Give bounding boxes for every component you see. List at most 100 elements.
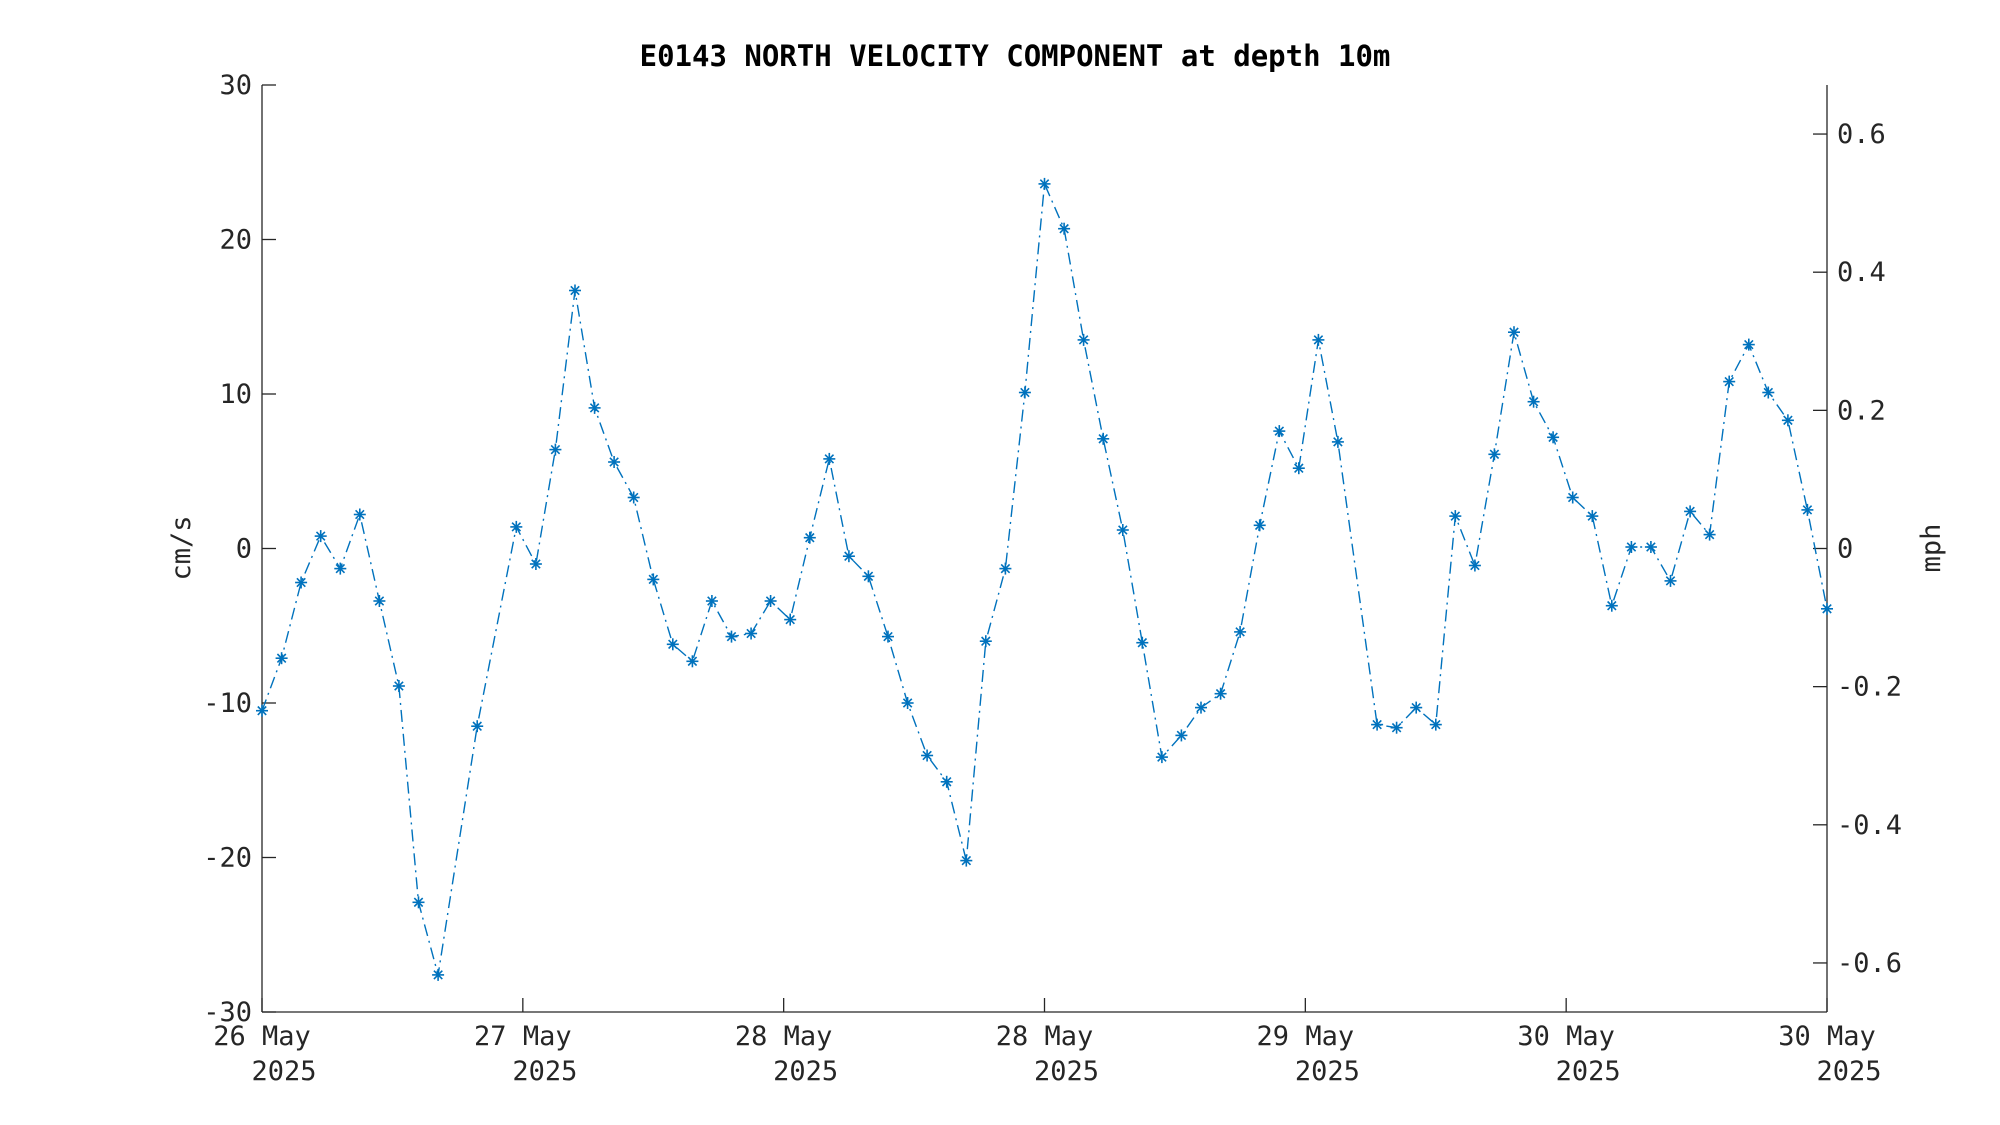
left-y-ticks: 30 20 10 0 -10 -20 -30 — [203, 70, 276, 1028]
data-point — [1547, 431, 1560, 444]
data-point — [842, 550, 855, 563]
data-point — [529, 558, 542, 570]
data-point — [412, 896, 425, 909]
left-y-tick-label: -10 — [203, 688, 252, 719]
data-point — [1116, 524, 1129, 536]
data-point — [1742, 338, 1755, 351]
right-y-tick-label: 0.4 — [1837, 257, 1886, 288]
data-point — [1821, 602, 1833, 615]
data-point — [725, 630, 738, 643]
data-point — [353, 508, 366, 521]
data-point — [1018, 386, 1031, 399]
data-point — [940, 775, 953, 788]
data-point — [1155, 751, 1168, 764]
x-tick-label-date: 30 May — [1778, 1021, 1876, 1052]
x-tick-label-date: 30 May — [1517, 1021, 1615, 1052]
data-point — [608, 456, 621, 468]
data-point — [705, 595, 718, 607]
left-y-tick-label: 30 — [219, 70, 252, 101]
data-point — [823, 452, 836, 465]
right-y-tick-label: 0.2 — [1837, 395, 1886, 426]
data-point — [295, 576, 308, 589]
right-y-tick-label: 0.6 — [1837, 119, 1886, 150]
data-point — [1781, 414, 1794, 427]
x-tick-label-date: 26 May — [213, 1021, 311, 1052]
data-point — [1762, 386, 1775, 399]
x-ticks: 26 May 2025 27 May 2025 28 May 2025 28 May 2025… — [213, 998, 1882, 1087]
series-north-velocity — [256, 177, 1833, 981]
chart-title: E0143 NORTH VELOCITY COMPONENT at depth … — [640, 39, 1391, 73]
data-point — [960, 854, 973, 867]
data-point — [1195, 701, 1207, 714]
data-point — [510, 520, 523, 533]
data-point — [1097, 432, 1110, 445]
series-line — [261, 181, 1828, 976]
data-point — [1488, 448, 1501, 461]
data-point — [921, 749, 934, 762]
left-y-tick-label: 0 — [236, 534, 252, 565]
x-tick-label-year: 2025 — [1556, 1056, 1621, 1087]
data-point — [1273, 425, 1286, 438]
data-point — [862, 570, 875, 583]
data-point — [392, 680, 405, 692]
data-point — [588, 401, 601, 414]
left-y-tick-label: -30 — [203, 997, 252, 1028]
data-point — [686, 655, 699, 668]
data-point — [432, 968, 445, 981]
x-tick-label-year: 2025 — [773, 1056, 838, 1087]
data-point — [666, 638, 679, 651]
data-point — [647, 573, 660, 586]
data-point — [1038, 177, 1051, 190]
plot-axes — [261, 85, 1828, 1013]
data-point — [334, 562, 347, 575]
x-tick-label-year: 2025 — [1295, 1056, 1360, 1087]
left-y-tick-label: -20 — [203, 843, 252, 874]
data-point — [882, 630, 894, 643]
x-tick-label-date: 27 May — [474, 1021, 572, 1052]
data-point — [1253, 519, 1266, 532]
data-point — [569, 284, 581, 297]
data-point — [999, 562, 1012, 575]
data-point — [1644, 541, 1657, 553]
data-point — [1058, 222, 1071, 235]
data-point — [275, 652, 288, 665]
data-point — [1175, 729, 1188, 742]
data-point — [1664, 574, 1677, 587]
left-y-tick-label: 10 — [219, 379, 252, 410]
data-point — [1077, 333, 1090, 346]
left-y-tick-label: 20 — [219, 225, 252, 256]
data-point — [1429, 718, 1442, 731]
data-point — [1390, 721, 1403, 734]
data-point — [1468, 559, 1481, 572]
data-point — [1508, 326, 1520, 339]
data-point — [784, 613, 797, 626]
data-point — [1566, 491, 1579, 504]
x-tick-label-year: 2025 — [512, 1056, 577, 1087]
data-point — [1723, 375, 1736, 388]
data-point — [1801, 503, 1814, 516]
data-point — [803, 531, 816, 544]
data-point — [1684, 505, 1697, 518]
data-point — [764, 595, 777, 607]
x-tick-label-year: 2025 — [1816, 1056, 1881, 1087]
data-point — [627, 491, 640, 504]
right-y-ticks: 0.6 0.4 0.2 0 -0.2 -0.4 -0.6 — [1813, 119, 1902, 979]
data-point — [1214, 687, 1227, 700]
data-point — [471, 720, 484, 733]
data-point — [979, 635, 992, 648]
data-point — [1625, 541, 1638, 553]
right-y-tick-label: 0 — [1837, 534, 1853, 565]
data-point — [1136, 636, 1149, 649]
data-point — [314, 530, 327, 543]
data-point — [549, 443, 562, 456]
x-tick-label-date: 28 May — [996, 1021, 1094, 1052]
data-point — [256, 704, 268, 717]
right-y-tick-label: -0.4 — [1837, 810, 1902, 841]
data-point — [1312, 333, 1325, 346]
x-tick-label-year: 2025 — [251, 1056, 316, 1087]
data-point — [1234, 625, 1247, 638]
right-y-axis-label: mph — [1916, 524, 1947, 573]
data-point — [901, 697, 914, 709]
x-tick-label-date: 29 May — [1257, 1021, 1355, 1052]
